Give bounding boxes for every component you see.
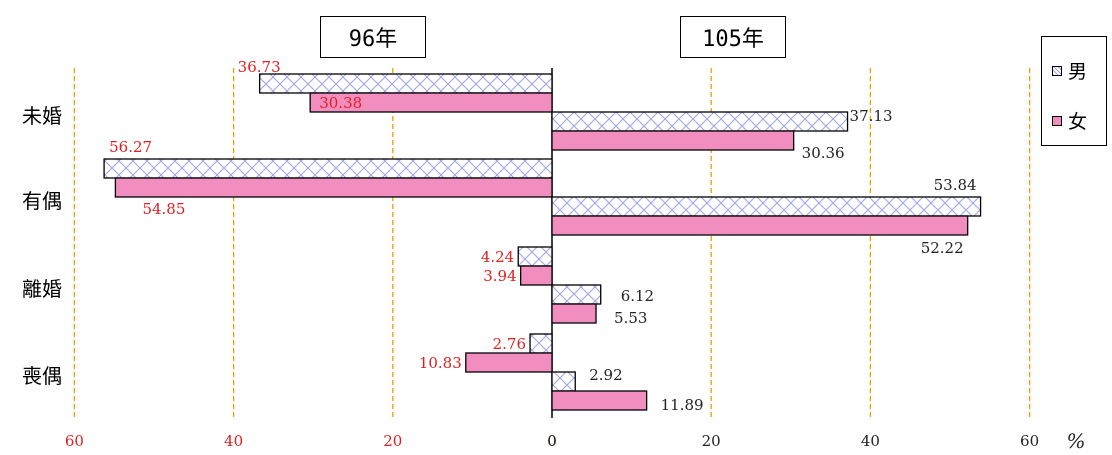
data-label-right: 6.12 bbox=[621, 287, 654, 305]
x-tick-label-right: 20 bbox=[702, 432, 721, 450]
category-label: 離婚 bbox=[22, 277, 62, 301]
legend-item-male: 男 bbox=[1052, 57, 1087, 84]
x-tick-label-right: 60 bbox=[1020, 432, 1039, 450]
bar-female-right bbox=[551, 215, 969, 236]
bar-male-left bbox=[258, 73, 553, 94]
x-tick-label-right: 0 bbox=[547, 432, 557, 450]
data-label-right: 5.53 bbox=[614, 309, 647, 327]
bar-male-right bbox=[551, 111, 849, 132]
data-label-left: 30.38 bbox=[319, 94, 362, 112]
data-label-left: 56.27 bbox=[109, 138, 152, 156]
category-label: 有偶 bbox=[22, 189, 62, 213]
bar-female-right bbox=[551, 390, 648, 411]
bar-female-left bbox=[114, 177, 553, 198]
data-label-left: 54.85 bbox=[142, 200, 185, 218]
x-tick-label-left: 20 bbox=[383, 432, 402, 450]
data-label-left: 3.94 bbox=[483, 267, 516, 285]
legend-swatch-female bbox=[1052, 115, 1062, 126]
category-label: 喪偶 bbox=[22, 364, 62, 388]
x-tick-label-right: 40 bbox=[861, 432, 880, 450]
year-box-right: 105年 bbox=[680, 16, 786, 58]
bar-female-left bbox=[465, 352, 553, 373]
data-label-right: 11.89 bbox=[661, 396, 704, 414]
bar-male-left bbox=[103, 158, 553, 179]
data-label-right: 53.84 bbox=[934, 176, 977, 194]
category-label: 未婚 bbox=[22, 104, 62, 128]
x-tick-label-left: 40 bbox=[224, 432, 243, 450]
bar-male-right bbox=[551, 196, 982, 217]
bar-male-left bbox=[517, 246, 553, 267]
legend-item-female: 女 bbox=[1052, 107, 1087, 134]
legend: 男 女 bbox=[1041, 36, 1107, 146]
data-label-left: 4.24 bbox=[481, 248, 514, 266]
bar-male-left bbox=[529, 333, 553, 354]
x-unit-label: % bbox=[1066, 429, 1085, 453]
bar-female-right bbox=[551, 130, 795, 151]
bar-female-left bbox=[519, 265, 553, 286]
data-label-right: 37.13 bbox=[850, 107, 893, 125]
legend-swatch-male bbox=[1052, 65, 1062, 76]
data-label-left: 2.76 bbox=[493, 335, 526, 353]
data-label-right: 52.22 bbox=[921, 239, 964, 257]
year-box-left: 96年 bbox=[320, 16, 426, 58]
bar-male-right bbox=[551, 371, 576, 392]
bar-male-right bbox=[551, 284, 602, 305]
data-label-left: 36.73 bbox=[238, 58, 281, 76]
legend-label-male: 男 bbox=[1068, 61, 1088, 83]
data-label-right: 2.92 bbox=[589, 366, 622, 384]
bar-female-right bbox=[551, 303, 597, 324]
bar-female-left bbox=[309, 92, 553, 113]
x-tick-label-left: 60 bbox=[65, 432, 84, 450]
x-tick-label-left: 0 bbox=[547, 432, 557, 450]
legend-label-female: 女 bbox=[1068, 111, 1088, 133]
data-label-right: 30.36 bbox=[802, 144, 845, 162]
data-label-left: 10.83 bbox=[419, 354, 462, 372]
